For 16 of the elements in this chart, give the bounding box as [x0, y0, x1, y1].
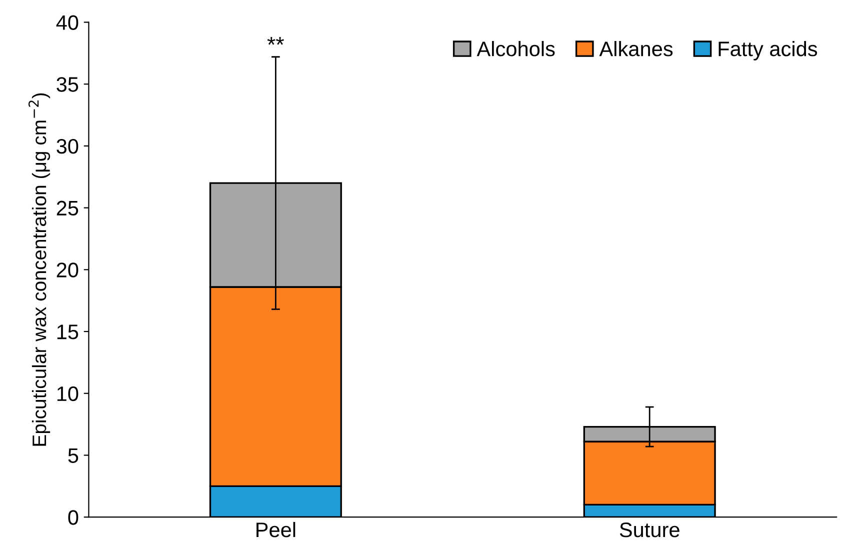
- y-tick-label: 35: [56, 77, 78, 92]
- y-tick-label: 30: [56, 138, 78, 154]
- y-tick-label: 0: [68, 510, 78, 525]
- legend-label: Alkanes: [599, 40, 673, 56]
- x-tick-label: Peel: [256, 522, 296, 538]
- legend-label: Fatty acids: [718, 40, 818, 60]
- y-tick-label: 25: [56, 200, 78, 216]
- y-tick-label: 40: [56, 15, 78, 30]
- y-tick-label: 20: [56, 262, 78, 278]
- y-tick-label: 10: [57, 386, 78, 402]
- y-tick-label: 5: [68, 448, 78, 463]
- annotation: **: [267, 36, 284, 45]
- x-tick-label: Suture: [620, 522, 680, 538]
- legend-label: Alcohols: [476, 40, 555, 56]
- y-axis-title: Epicuticular wax concentration (μg cm$^{−2}$): [28, 93, 50, 446]
- y-tick-label: 15: [57, 324, 78, 340]
